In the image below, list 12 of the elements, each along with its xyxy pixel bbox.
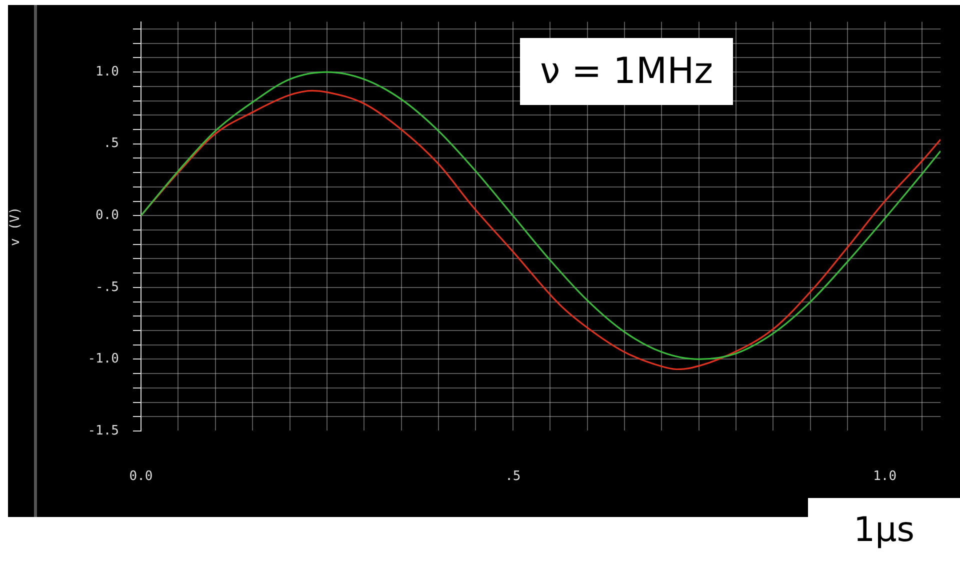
x-tick-label: 0.0 xyxy=(129,469,153,484)
y-tick-label: -.5 xyxy=(96,280,119,295)
text: 1μs xyxy=(808,498,960,561)
y-tick-label: .5 xyxy=(103,136,119,152)
y-tick-label: 1.0 xyxy=(96,64,119,80)
x-tick-label: 1.0 xyxy=(873,469,897,484)
y-tick-label: -1.5 xyxy=(88,423,119,438)
y-tick-label: 0.0 xyxy=(96,208,119,224)
annotation: ν = 1MHz xyxy=(520,38,733,105)
y-axis-title: v (V) xyxy=(8,206,24,246)
x-tick-label: .5 xyxy=(505,469,521,484)
y-tick-label: -1.0 xyxy=(88,352,119,367)
